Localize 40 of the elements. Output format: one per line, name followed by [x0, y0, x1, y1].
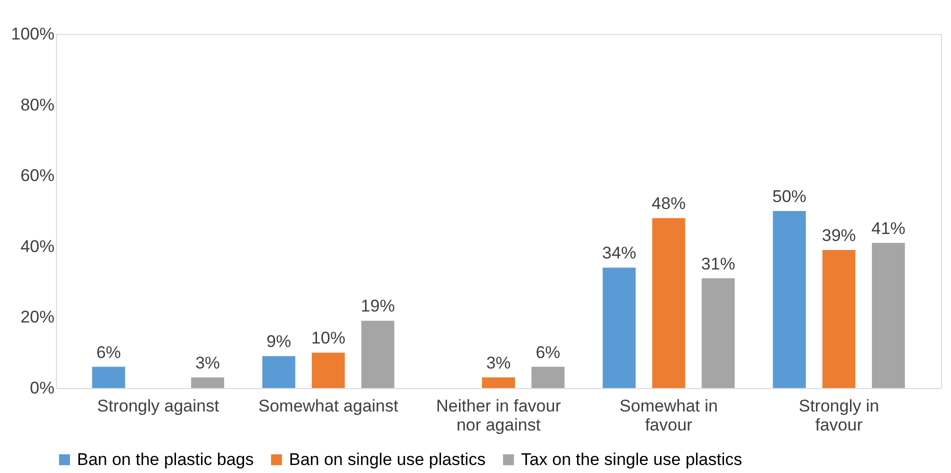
data-label: 50% [772, 187, 806, 206]
bar [652, 218, 686, 388]
x-tick-label: Somewhat against [258, 396, 399, 416]
bar [312, 352, 345, 388]
data-label: 6% [96, 342, 121, 362]
data-label: 31% [701, 254, 736, 274]
bar [262, 356, 296, 388]
legend-label: Ban on single use plastics [289, 450, 486, 469]
data-label: 9% [266, 332, 292, 352]
y-tick-label: 80% [20, 95, 54, 114]
data-label: 39% [822, 226, 856, 245]
bar [92, 366, 126, 388]
bar [602, 268, 636, 388]
y-tick-label: 20% [20, 308, 54, 327]
data-label: 48% [652, 194, 686, 214]
data-label: 34% [602, 244, 636, 263]
data-label: 6% [536, 342, 560, 362]
x-tick-label: Strongly in favour [798, 396, 880, 434]
legend-label: Tax on the single use plastics [521, 450, 742, 469]
x-tick-label: Somewhat in favour [620, 396, 718, 434]
x-tick-label: Neither in favour nor against [436, 396, 562, 434]
bar [822, 250, 856, 388]
bar [772, 211, 806, 388]
bar [191, 377, 224, 388]
data-label: 10% [311, 328, 346, 348]
legend-label: Ban on the plastic bags [77, 450, 254, 469]
y-tick-label: 60% [20, 166, 54, 186]
data-label: 3% [195, 353, 220, 372]
data-label: 3% [486, 353, 511, 372]
x-tick-label: Strongly against [97, 396, 220, 416]
y-tick-label: 0% [30, 378, 54, 398]
bar [361, 320, 394, 388]
bar [702, 278, 735, 388]
bar [532, 366, 565, 388]
data-label: 41% [871, 218, 906, 238]
y-tick-label: 40% [20, 236, 54, 256]
y-tick-label: 100% [11, 24, 54, 44]
bar [482, 377, 515, 388]
data-label: 19% [360, 296, 395, 316]
bar [872, 242, 905, 388]
